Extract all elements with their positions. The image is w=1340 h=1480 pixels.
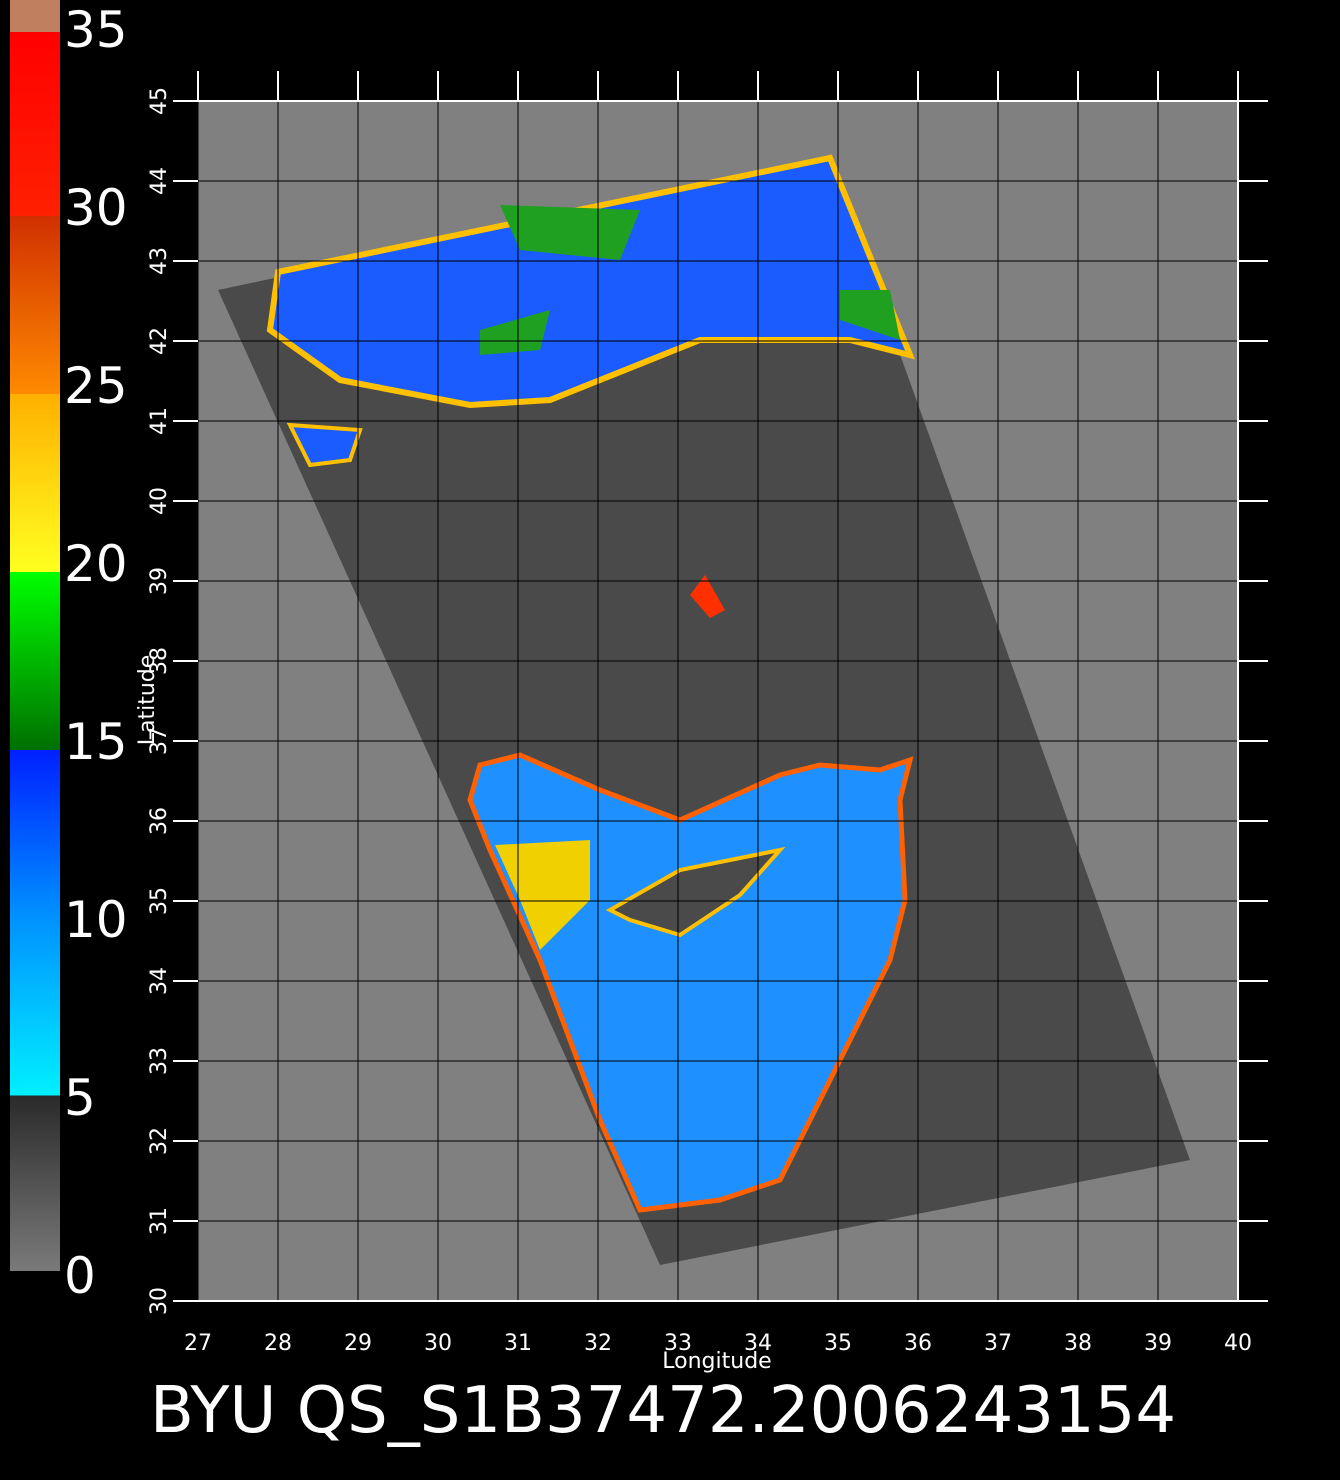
- y-tick-label: 40: [147, 487, 172, 515]
- x-tick-label: 33: [664, 1331, 692, 1356]
- x-tick-label: 38: [1064, 1331, 1092, 1356]
- inner-gap: [605, 846, 786, 938]
- colorbar: [10, 0, 60, 1271]
- x-tick-label: 40: [1224, 1331, 1252, 1356]
- x-tick-label: 35: [824, 1331, 852, 1356]
- x-tick-label: 36: [904, 1331, 932, 1356]
- colorbar-label: 25: [64, 357, 128, 415]
- south-yellow: [495, 840, 590, 950]
- y-tick-label: 33: [147, 1047, 172, 1075]
- x-tick-label: 31: [504, 1331, 532, 1356]
- y-tick-label: 34: [147, 967, 172, 995]
- y-tick-label: 43: [147, 247, 172, 275]
- y-axis-title: Latitude: [135, 655, 160, 746]
- y-tick-label: 42: [147, 327, 172, 355]
- title: BYU QS_S1B37472.2006243154: [150, 1374, 1176, 1448]
- y-tick-label: 35: [147, 887, 172, 915]
- x-tick-label: 28: [264, 1331, 292, 1356]
- y-tick-label: 44: [147, 167, 172, 195]
- x-tick-label: 32: [584, 1331, 612, 1356]
- y-tick-label: 36: [147, 807, 172, 835]
- colorbar-label: 20: [64, 535, 128, 593]
- colorbar-label: 30: [64, 179, 128, 237]
- y-tick-label: 38: [147, 647, 172, 675]
- colorbar-label: 5: [64, 1069, 96, 1127]
- swath: [218, 160, 1190, 1265]
- west-islet: [286, 422, 363, 468]
- y-tick-label: 45: [147, 87, 172, 115]
- red-spot: [690, 575, 725, 618]
- colorbar-label: 35: [64, 1, 128, 59]
- x-tick-label: 30: [424, 1331, 452, 1356]
- y-tick-label: 39: [147, 567, 172, 595]
- x-tick-label: 39: [1144, 1331, 1172, 1356]
- y-tick-label: 31: [147, 1207, 172, 1235]
- colorbar-label: 15: [64, 713, 128, 771]
- colorbar-label: 10: [64, 891, 128, 949]
- north-green: [480, 205, 900, 355]
- x-tick-label: 27: [184, 1331, 212, 1356]
- y-tick-label: 37: [147, 727, 172, 755]
- y-tick-label: 41: [147, 407, 172, 435]
- colorbar-label: 0: [64, 1247, 96, 1305]
- x-tick-label: 37: [984, 1331, 1012, 1356]
- x-tick-label: 29: [344, 1331, 372, 1356]
- y-tick-label: 30: [147, 1287, 172, 1315]
- x-axis-title: Longitude: [662, 1349, 771, 1374]
- x-tick-label: 34: [744, 1331, 772, 1356]
- y-tick-label: 32: [147, 1127, 172, 1155]
- north-region: [266, 154, 916, 409]
